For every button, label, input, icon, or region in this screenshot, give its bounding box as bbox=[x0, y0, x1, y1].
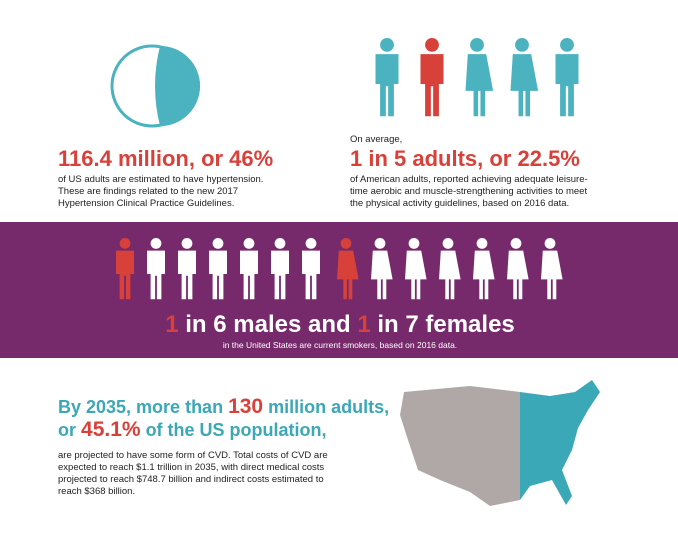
body-line: of American adults, reported achieving a… bbox=[350, 174, 588, 185]
male-icon-body bbox=[115, 250, 134, 300]
subtext: in the United States are current smokers… bbox=[223, 340, 457, 350]
highlight: 1 bbox=[165, 311, 178, 338]
text: or bbox=[58, 420, 81, 440]
map-east bbox=[520, 380, 600, 505]
male-icon-head bbox=[305, 238, 317, 249]
male-icon-head bbox=[560, 38, 574, 52]
highlight: 45.1% bbox=[81, 418, 141, 441]
male-icon-head bbox=[212, 238, 224, 249]
body-line: of US adults are estimated to have hyper… bbox=[58, 174, 263, 185]
male-icon-body bbox=[555, 54, 579, 117]
text: of the US population, bbox=[141, 420, 327, 440]
male-icon-body bbox=[177, 250, 196, 300]
female-icon-head bbox=[515, 38, 529, 52]
female-icon-body bbox=[337, 250, 359, 300]
intro: On average, bbox=[350, 134, 402, 145]
female-icon-head bbox=[442, 238, 454, 249]
female-icon-body bbox=[405, 250, 427, 300]
body-line: Hypertension Clinical Practice Guideline… bbox=[58, 198, 234, 209]
female-icon-body bbox=[439, 250, 461, 300]
female-icon-head bbox=[340, 238, 352, 249]
body-line: These are findings related to the new 20… bbox=[58, 186, 238, 197]
headline: By 2035, more than 130 million adults, bbox=[58, 395, 389, 418]
male-icon-body bbox=[302, 250, 320, 300]
headline: or 45.1% of the US population, bbox=[58, 418, 327, 441]
male-icon-head bbox=[181, 238, 193, 249]
text: million adults, bbox=[263, 397, 389, 417]
male-icon-head bbox=[243, 238, 255, 249]
headline: 1 in 5 adults, or 22.5% bbox=[350, 146, 580, 171]
female-icon-body bbox=[507, 250, 529, 300]
highlight: 130 bbox=[228, 395, 263, 418]
female-icon-body bbox=[371, 250, 393, 300]
body-line: reach $368 billion. bbox=[58, 486, 135, 497]
pie-slice bbox=[155, 46, 200, 126]
male-icon-head bbox=[119, 238, 131, 249]
female-icon-head bbox=[470, 38, 484, 52]
body-line: are projected to have some form of CVD. … bbox=[58, 450, 328, 461]
male-icon-head bbox=[274, 238, 286, 249]
female-icon-head bbox=[544, 238, 556, 249]
body-line: time aerobic and muscle-strengthening ac… bbox=[350, 186, 587, 197]
female-icon-body bbox=[510, 54, 539, 117]
male-icon-body bbox=[420, 54, 444, 117]
body-line: projected to reach $748.7 billion and in… bbox=[58, 474, 324, 485]
text: in 6 males and bbox=[179, 311, 358, 338]
headline: 116.4 million, or 46% bbox=[58, 146, 273, 171]
female-icon-head bbox=[476, 238, 488, 249]
text: in 7 females bbox=[371, 311, 515, 338]
smoking-band bbox=[0, 222, 678, 358]
male-icon-head bbox=[425, 38, 439, 52]
male-icon-body bbox=[375, 54, 399, 117]
male-icon-body bbox=[208, 250, 227, 300]
female-icon-head bbox=[408, 238, 420, 249]
map-west bbox=[400, 386, 520, 506]
body-line: the physical activity guidelines, based … bbox=[350, 198, 569, 209]
male-icon-head bbox=[150, 238, 162, 249]
female-icon-head bbox=[374, 238, 386, 249]
female-icon-head bbox=[510, 238, 522, 249]
female-icon-body bbox=[473, 250, 495, 300]
female-icon-body bbox=[465, 54, 494, 117]
male-icon-body bbox=[271, 250, 289, 300]
male-icon-body bbox=[146, 250, 165, 300]
headline: 1 in 6 males and 1 in 7 females bbox=[165, 311, 515, 338]
body-line: expected to reach $1.1 trillion in 2035,… bbox=[58, 462, 324, 473]
male-icon-head bbox=[380, 38, 394, 52]
female-icon-body bbox=[541, 250, 563, 300]
male-icon-body bbox=[239, 250, 258, 300]
highlight: 1 bbox=[357, 311, 370, 338]
text: By 2035, more than bbox=[58, 397, 228, 417]
